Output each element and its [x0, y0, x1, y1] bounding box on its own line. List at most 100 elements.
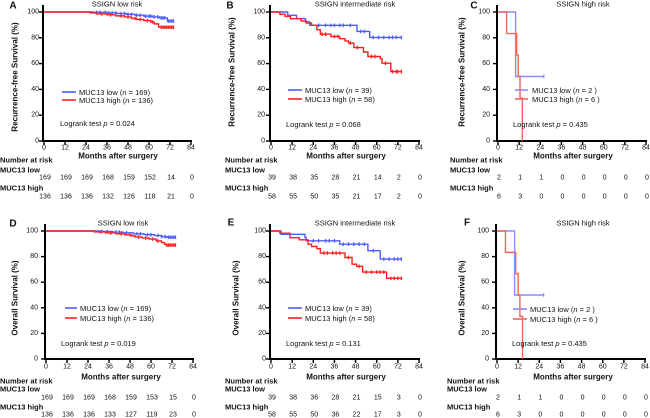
risk-count-high: 0	[190, 194, 194, 201]
x-tick-label: 84	[189, 364, 197, 371]
legend-label-low: MUC13 low (n = 169)	[80, 304, 152, 313]
x-tick-label: 72	[620, 364, 628, 371]
legend-label-high-prefix: MUC13 high (	[80, 314, 127, 323]
legend-label-high-italic: n	[351, 314, 355, 323]
risk-count-high: 0	[602, 412, 606, 418]
risk-count-high: 2	[397, 194, 401, 201]
risk-count-low: 0	[192, 395, 196, 402]
risk-count-high: 17	[374, 194, 382, 201]
y-tick-label: 100	[27, 9, 39, 16]
risk-count-high: 119	[146, 412, 157, 418]
risk-count-high: 3	[517, 412, 521, 418]
y-tick-label: 40	[258, 304, 266, 311]
y-tick-label: 0	[261, 138, 265, 145]
y-tick-label: 40	[30, 304, 38, 311]
risk-count-low: 169	[60, 175, 72, 182]
logrank-annotation-prefix: Logrank test	[61, 339, 104, 348]
survival-curve-low	[44, 11, 174, 22]
y-tick-label: 0	[34, 356, 38, 363]
y-tick-label: 40	[257, 86, 265, 93]
legend-label-low-italic: n	[575, 86, 579, 95]
risk-count-low: 169	[81, 175, 93, 182]
risk-count-low: 38	[289, 395, 297, 402]
risk-count-high: 136	[41, 412, 53, 418]
risk-count-low: 0	[623, 395, 627, 402]
legend-label-high-italic: n	[351, 95, 355, 104]
risk-count-high: 0	[418, 194, 422, 201]
risk-count-low: 39	[268, 395, 276, 402]
risk-table-title: Number at risk	[225, 156, 278, 165]
y-axis-title: Recurrence-free Survival (%)	[458, 17, 467, 127]
risk-table-title: Number at risk	[225, 377, 278, 386]
panel-f: F SSIGN high risk Overall Survival (%) Mont…	[447, 218, 649, 418]
risk-row-label-low: MUC13 low	[447, 385, 487, 394]
risk-count-high: 58	[268, 412, 276, 418]
logrank-annotation: Logrank test p = 0.131	[286, 339, 361, 348]
legend-label-low-italic: n	[122, 88, 126, 97]
logrank-annotation-prefix: Logrank test	[286, 120, 329, 129]
legend-label-low-suffix: = 2 )	[580, 86, 598, 95]
x-tick-label: 36	[331, 364, 339, 371]
legend-label-high-prefix: MUC13 high (	[532, 95, 579, 104]
x-tick-label: 0	[269, 145, 273, 152]
y-tick-label: 60	[257, 60, 265, 67]
risk-count-low: 0	[559, 395, 563, 402]
y-tick-label: 80	[30, 253, 38, 260]
y-tick-label: 20	[30, 330, 38, 337]
legend-label-low: MUC13 low (n = 39)	[305, 304, 372, 313]
risk-count-low: 1	[518, 175, 522, 182]
risk-count-low: 153	[146, 395, 158, 402]
legend-label-high: MUC13 high (n = 136)	[79, 96, 154, 105]
risk-count-high: 0	[645, 194, 649, 201]
risk-count-high: 136	[60, 194, 72, 201]
risk-row-label-high: MUC13 high	[450, 184, 494, 193]
x-axis-title: Months after surgery	[306, 152, 386, 161]
risk-count-high: 21	[353, 194, 361, 201]
risk-count-low: 0	[190, 175, 194, 182]
risk-count-low: 0	[602, 395, 606, 402]
risk-count-high: 50	[310, 194, 318, 201]
logrank-annotation-suffix: = 0.068	[334, 120, 361, 129]
x-tick-label: 12	[288, 364, 296, 371]
risk-row-label-low: MUC13 low	[225, 166, 265, 175]
x-tick-label: 72	[168, 364, 176, 371]
x-tick-label: 24	[84, 364, 92, 371]
x-tick-label: 24	[536, 145, 544, 152]
risk-count-low: 0	[418, 395, 422, 402]
survival-curve-high	[498, 11, 524, 141]
logrank-annotation: Logrank test p = 0.435	[512, 339, 587, 348]
panel-letter: D	[9, 219, 16, 230]
x-tick-label: 0	[42, 145, 46, 152]
risk-count-high: 118	[144, 194, 155, 201]
risk-count-high: 6	[496, 412, 500, 418]
legend-label-low-prefix: MUC13 low (	[79, 88, 123, 97]
logrank-annotation: Logrank test p = 0.019	[61, 339, 136, 348]
y-tick-label: 60	[31, 60, 39, 67]
x-tick-label: 48	[352, 145, 360, 152]
y-tick-label: 0	[485, 356, 489, 363]
legend-label-low-italic: n	[573, 305, 577, 314]
legend-label-high-prefix: MUC13 high (	[530, 315, 577, 324]
panel-letter: B	[226, 1, 233, 12]
chart-title: SSIGN intermediate risk	[315, 0, 396, 9]
panel-letter: E	[228, 218, 235, 229]
risk-row-label-high: MUC13 high	[225, 184, 269, 193]
x-tick-label: 60	[373, 145, 381, 152]
legend-label-high-prefix: MUC13 high (	[305, 314, 352, 323]
x-tick-label: 24	[82, 145, 90, 152]
x-tick-label: 84	[641, 364, 649, 371]
legend-label-high: MUC13 high (n = 58)	[305, 95, 375, 104]
y-tick-label: 100	[26, 228, 38, 235]
x-axis-title: Months after surgery	[533, 373, 613, 382]
logrank-annotation-prefix: Logrank test	[286, 339, 329, 348]
y-tick-label: 60	[258, 279, 266, 286]
risk-count-high: 0	[582, 194, 586, 201]
y-tick-label: 100	[253, 9, 265, 16]
y-tick-label: 80	[258, 253, 266, 260]
risk-count-high: 22	[353, 412, 361, 418]
risk-row-label-low: MUC13 low	[0, 166, 40, 175]
survival-curve-low	[497, 230, 544, 296]
logrank-annotation-italic: p	[328, 339, 333, 348]
legend-label-low: MUC13 low (n = 2 )	[530, 305, 595, 314]
logrank-annotation-italic: p	[328, 120, 333, 129]
